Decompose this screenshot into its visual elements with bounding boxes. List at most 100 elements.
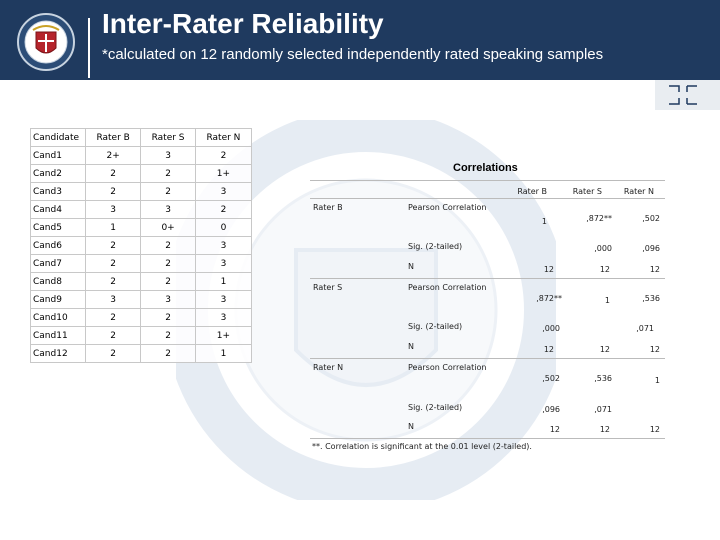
table-cell: 2 — [84, 236, 142, 255]
table-cell: 2 — [84, 164, 142, 183]
stat-value: 1 — [604, 296, 610, 305]
stat-value: ,536 — [642, 294, 660, 303]
stat-label: Sig. (2-tailed) — [408, 322, 463, 331]
table-cell: 2 — [84, 344, 142, 363]
table-row: Cand1 2+ 3 2 — [30, 146, 253, 165]
header-band: Inter-Rater Reliability *calculated on 1… — [0, 0, 720, 80]
stat-value: ,000 — [594, 244, 612, 253]
table-cell: 3 — [194, 236, 253, 255]
table-row: Cand10 2 2 3 — [30, 308, 253, 327]
table-cell: Cand3 — [30, 182, 86, 201]
stat-value: 12 — [549, 425, 560, 434]
row-group-label: Rater B — [313, 203, 343, 212]
stat-value: 12 — [599, 265, 610, 274]
table-cell: 0+ — [140, 218, 196, 237]
table-cell: 2 — [140, 182, 196, 201]
table-row: Cand6 2 2 3 — [30, 236, 253, 255]
ratings-table: Candidate Rater B Rater S Rater N Cand1 2… — [30, 128, 253, 363]
header-divider — [88, 18, 90, 78]
stat-label: Pearson Correlation — [408, 203, 487, 212]
table-cell: Cand10 — [30, 308, 86, 327]
table-row: Cand7 2 2 3 — [30, 254, 253, 273]
table-cell: Cand11 — [30, 326, 86, 345]
table-cell: Cand5 — [30, 218, 86, 237]
stat-label: Pearson Correlation — [408, 283, 487, 292]
table-cell: 1+ — [194, 326, 253, 345]
stat-value: 12 — [543, 265, 554, 274]
table-row: Cand11 2 2 1+ — [30, 326, 253, 345]
table-cell: 3 — [194, 182, 253, 201]
stat-value: ,096 — [542, 405, 560, 414]
table-row: Cand5 1 0+ 0 — [30, 218, 253, 237]
divider — [310, 278, 665, 279]
stat-value: ,536 — [594, 374, 612, 383]
table-cell: Cand7 — [30, 254, 86, 273]
emblem-icon — [17, 13, 75, 71]
stat-value: ,872** — [586, 214, 612, 223]
col-header: Rater S — [572, 187, 602, 196]
table-row: Cand12 2 2 1 — [30, 344, 253, 363]
footnote: **. Correlation is significant at the 0.… — [312, 442, 532, 451]
table-cell: 3 — [84, 290, 142, 309]
table-cell: 0 — [194, 218, 253, 237]
stat-value: ,502 — [642, 214, 660, 223]
stat-value: 12 — [599, 425, 610, 434]
row-group-label: Rater S — [313, 283, 343, 292]
table-cell: 2 — [84, 272, 142, 291]
stat-value: 12 — [599, 345, 610, 354]
table-cell: 2 — [84, 308, 142, 327]
stat-label: N — [408, 262, 414, 271]
table-cell: 3 — [140, 146, 196, 165]
col-header: Rater N — [623, 187, 654, 196]
header-cell: Rater N — [194, 128, 253, 147]
header-cell: Rater S — [140, 128, 196, 147]
stat-label: Sig. (2-tailed) — [408, 403, 463, 412]
table-cell: 2 — [140, 236, 196, 255]
divider — [310, 198, 665, 199]
table-cell: Cand12 — [30, 344, 86, 363]
stat-label: Pearson Correlation — [408, 363, 487, 372]
table-row: Cand4 3 3 2 — [30, 200, 253, 219]
table-cell: Cand2 — [30, 164, 86, 183]
table-cell: Cand6 — [30, 236, 86, 255]
table-cell: Cand8 — [30, 272, 86, 291]
header-cell: Rater B — [84, 128, 142, 147]
table-cell: 2 — [84, 254, 142, 273]
watermark-seal-icon — [176, 120, 556, 500]
table-cell: 2 — [140, 326, 196, 345]
stat-value: ,071 — [594, 405, 612, 414]
correlations-title: Correlations — [453, 162, 518, 174]
page-subtitle: *calculated on 12 randomly selected inde… — [102, 46, 604, 63]
table-cell: 2 — [140, 164, 196, 183]
stat-value: ,000 — [542, 324, 560, 333]
decorative-band — [655, 80, 720, 110]
stat-value: ,096 — [642, 244, 660, 253]
table-cell: 3 — [194, 308, 253, 327]
stat-value: 1 — [541, 217, 547, 226]
table-cell: 2 — [84, 326, 142, 345]
stat-value: 1 — [654, 376, 660, 385]
divider — [310, 358, 665, 359]
header-cell: Candidate — [30, 128, 86, 147]
table-cell: 2 — [84, 182, 142, 201]
table-row: Cand9 3 3 3 — [30, 290, 253, 309]
table-row: Cand3 2 2 3 — [30, 182, 253, 201]
table-cell: 2 — [140, 308, 196, 327]
stat-value: 12 — [649, 265, 660, 274]
table-cell: 2+ — [84, 146, 142, 165]
ratings-header-row: Candidate Rater B Rater S Rater N — [30, 128, 253, 147]
row-group-label: Rater N — [313, 363, 344, 372]
table-cell: 3 — [140, 200, 196, 219]
table-cell: 1 — [194, 272, 253, 291]
table-cell: 2 — [194, 200, 253, 219]
stat-value: 12 — [543, 345, 554, 354]
table-cell: 1 — [194, 344, 253, 363]
table-cell: 2 — [140, 344, 196, 363]
stat-label: N — [408, 422, 414, 431]
stat-value: 12 — [649, 345, 660, 354]
stat-value: ,872** — [536, 294, 562, 303]
table-cell: 2 — [140, 254, 196, 273]
table-cell: 3 — [140, 290, 196, 309]
stat-value: ,071 — [636, 324, 654, 333]
table-cell: Cand9 — [30, 290, 86, 309]
